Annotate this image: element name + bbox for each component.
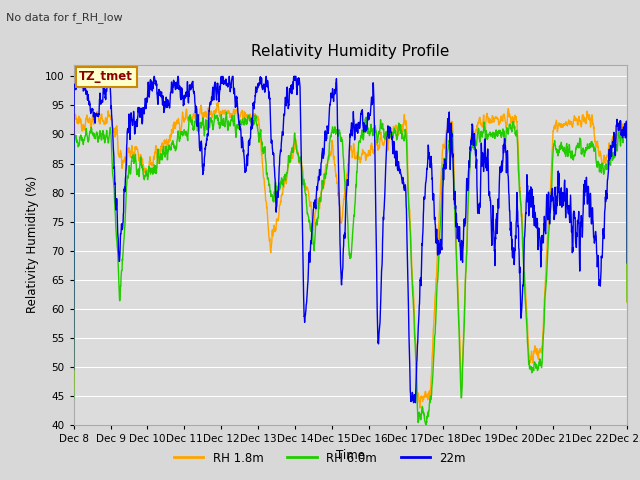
X-axis label: Time: Time (336, 449, 365, 462)
Text: TZ_tmet: TZ_tmet (79, 70, 133, 83)
Legend: RH 1.8m, RH 6.0m, 22m: RH 1.8m, RH 6.0m, 22m (169, 447, 471, 469)
Y-axis label: Relativity Humidity (%): Relativity Humidity (%) (26, 176, 40, 313)
Text: No data for f_RH_low: No data for f_RH_low (6, 12, 123, 23)
Title: Relativity Humidity Profile: Relativity Humidity Profile (252, 45, 449, 60)
